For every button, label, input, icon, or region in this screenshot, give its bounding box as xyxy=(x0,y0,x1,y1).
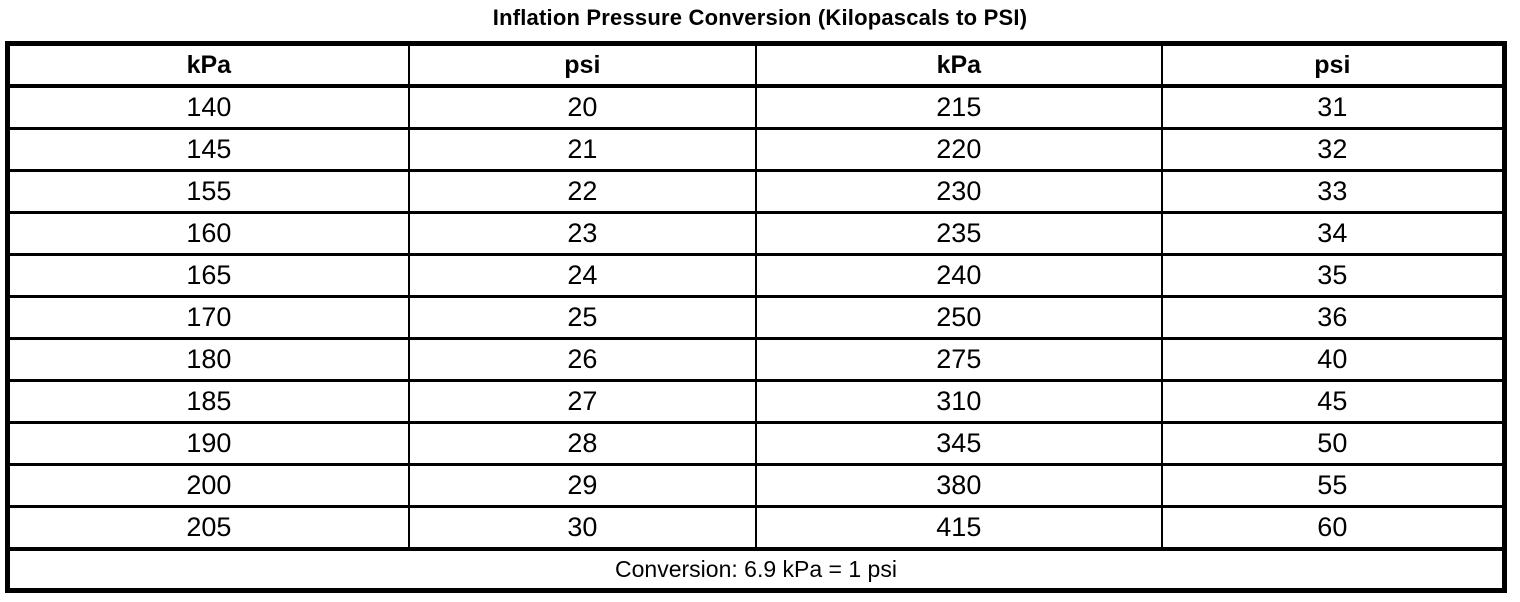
page-title: Inflation Pressure Conversion (Kilopasca… xyxy=(492,5,1028,30)
table-cell-kpa-right: 345 xyxy=(754,421,1163,466)
table-cell-psi-right: 40 xyxy=(1160,337,1506,382)
table-cell-kpa-right: 220 xyxy=(754,127,1163,172)
table-cell-psi-right: 36 xyxy=(1160,295,1506,340)
table-body: 140 20 215 31 145 21 220 32 155 22 230 3… xyxy=(6,84,1506,551)
column-header-psi-right: psi xyxy=(1160,42,1506,88)
table-row: 165 24 240 35 xyxy=(6,253,1506,298)
table-row: 190 28 345 50 xyxy=(6,421,1506,466)
table-cell-psi-left: 27 xyxy=(407,379,757,424)
table-row: 160 23 235 34 xyxy=(6,211,1506,256)
table-cell-psi-left: 28 xyxy=(407,421,757,466)
table-cell-psi-left: 22 xyxy=(407,169,757,214)
table-cell-kpa-left: 145 xyxy=(6,127,410,172)
table-row: 170 25 250 36 xyxy=(6,295,1506,340)
table-cell-kpa-right: 380 xyxy=(754,463,1163,508)
table-row: 205 30 415 60 xyxy=(6,505,1506,551)
table-cell-kpa-left: 180 xyxy=(6,337,410,382)
table-cell-kpa-left: 140 xyxy=(6,84,410,130)
table-cell-psi-right: 35 xyxy=(1160,253,1506,298)
column-header-kpa-right: kPa xyxy=(754,42,1163,88)
table-cell-psi-left: 29 xyxy=(407,463,757,508)
table-cell-kpa-left: 205 xyxy=(6,505,410,551)
table-row: 140 20 215 31 xyxy=(6,84,1506,130)
table-cell-kpa-left: 170 xyxy=(6,295,410,340)
table-cell-kpa-right: 230 xyxy=(754,169,1163,214)
table-row: 155 22 230 33 xyxy=(6,169,1506,214)
table-header-row: kPa psi kPa psi xyxy=(6,42,1506,88)
table-cell-kpa-right: 310 xyxy=(754,379,1163,424)
table-row: 200 29 380 55 xyxy=(6,463,1506,508)
table-cell-psi-left: 20 xyxy=(407,84,757,130)
table-cell-psi-right: 50 xyxy=(1160,421,1506,466)
table-cell-psi-right: 55 xyxy=(1160,463,1506,508)
table-cell-kpa-left: 165 xyxy=(6,253,410,298)
table-row: 145 21 220 32 xyxy=(6,127,1506,172)
table-cell-kpa-right: 275 xyxy=(754,337,1163,382)
table-cell-psi-left: 25 xyxy=(407,295,757,340)
table-cell-kpa-left: 200 xyxy=(6,463,410,508)
table-cell-psi-right: 60 xyxy=(1160,505,1506,551)
table-cell-kpa-left: 155 xyxy=(6,169,410,214)
column-header-kpa-left: kPa xyxy=(6,42,410,88)
table-footer-row: Conversion: 6.9 kPa = 1 psi xyxy=(7,547,1505,592)
table-cell-psi-left: 21 xyxy=(407,127,757,172)
table-cell-psi-left: 26 xyxy=(407,337,757,382)
table-cell-psi-left: 30 xyxy=(407,505,757,551)
table-cell-psi-right: 32 xyxy=(1160,127,1506,172)
table-cell-psi-right: 31 xyxy=(1160,84,1506,130)
table-cell-kpa-right: 240 xyxy=(754,253,1163,298)
table-cell-psi-right: 34 xyxy=(1160,211,1506,256)
conversion-table: kPa psi kPa psi 140 20 215 31 145 21 220… xyxy=(5,41,1507,593)
table-cell-kpa-right: 235 xyxy=(754,211,1163,256)
table-cell-psi-right: 45 xyxy=(1160,379,1506,424)
column-header-psi-left: psi xyxy=(407,42,757,88)
table-cell-kpa-left: 160 xyxy=(6,211,410,256)
table-cell-psi-left: 23 xyxy=(407,211,757,256)
table-cell-kpa-right: 250 xyxy=(754,295,1163,340)
table-cell-kpa-right: 415 xyxy=(754,505,1163,551)
table-cell-kpa-right: 215 xyxy=(754,84,1163,130)
table-cell-psi-left: 24 xyxy=(407,253,757,298)
table-row: 185 27 310 45 xyxy=(6,379,1506,424)
table-cell-kpa-left: 190 xyxy=(6,421,410,466)
table-row: 180 26 275 40 xyxy=(6,337,1506,382)
conversion-note: Conversion: 6.9 kPa = 1 psi xyxy=(7,547,1505,592)
table-cell-kpa-left: 185 xyxy=(6,379,410,424)
table-cell-psi-right: 33 xyxy=(1160,169,1506,214)
